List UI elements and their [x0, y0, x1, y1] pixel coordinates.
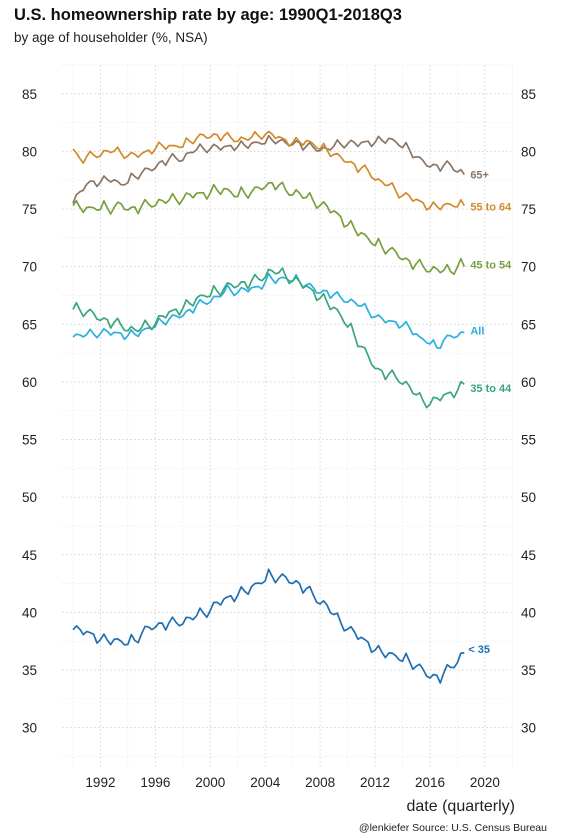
y-tick-label-right: 70	[521, 260, 536, 275]
series-end-labels: 65+ 55 to 64 45 to 54 All 35 to 44 < 35	[468, 169, 512, 655]
x-tick-label: 2004	[250, 775, 281, 790]
series-line-35	[72, 568, 465, 684]
y-tick-label-left: 75	[22, 202, 37, 217]
y-tick-label-right: 60	[521, 375, 536, 390]
x-tick-label: 1992	[85, 775, 115, 790]
y-tick-label-right: 85	[521, 87, 536, 102]
series-line-65	[72, 134, 465, 204]
series-label-35: < 35	[468, 644, 490, 656]
series-label-35-to-44: 35 to 44	[470, 383, 512, 395]
y-tick-label-left: 30	[22, 721, 37, 736]
chart-title: U.S. homeownership rate by age: 1990Q1-2…	[14, 6, 402, 24]
y-tick-label-right: 65	[521, 317, 536, 332]
y-tick-label-left: 60	[22, 375, 37, 390]
series-line-45-to-54	[72, 181, 466, 276]
y-tick-label-right: 30	[521, 721, 536, 736]
y-tick-label-right: 35	[521, 663, 536, 678]
series-label-all: All	[470, 325, 484, 337]
x-tick-label: 2012	[360, 775, 390, 790]
series-label-45-to-54: 45 to 54	[470, 260, 512, 272]
y-tick-label-right: 40	[521, 605, 536, 620]
y-tick-label-left: 55	[22, 433, 37, 448]
y-tick-label-left: 35	[22, 663, 37, 678]
y-tick-label-left: 85	[22, 87, 37, 102]
y-axis-left: 30 35 40 45 50 55 60 65 70 75 80 85	[22, 87, 37, 736]
major-gridlines	[62, 65, 511, 768]
y-tick-label-right: 75	[521, 202, 536, 217]
series-label-65: 65+	[470, 169, 489, 181]
y-tick-label-left: 40	[22, 605, 37, 620]
y-tick-label-left: 70	[22, 260, 37, 275]
series-line-all	[72, 272, 465, 350]
y-tick-label-right: 50	[521, 490, 536, 505]
y-tick-label-right: 55	[521, 433, 536, 448]
x-axis: 1992 1996 2000 2004 2008 2012 2016 2020	[85, 775, 500, 790]
y-tick-label-right: 80	[521, 144, 536, 159]
series-line-55-to-64	[72, 130, 466, 211]
series-lines	[72, 130, 466, 684]
source-caption: @lenkiefer Source: U.S. Census Bureau	[358, 822, 547, 834]
y-axis-right: 30 35 40 45 50 55 60 65 70 75 80 85	[521, 87, 536, 736]
x-tick-label: 1996	[140, 775, 170, 790]
x-axis-title: date (quarterly)	[407, 798, 516, 815]
x-tick-label: 2016	[415, 775, 445, 790]
series-label-55-to-64: 55 to 64	[470, 202, 512, 214]
y-tick-label-right: 45	[521, 548, 536, 563]
y-tick-label-left: 65	[22, 317, 37, 332]
y-tick-label-left: 80	[22, 144, 37, 159]
x-tick-label: 2020	[470, 775, 500, 790]
y-tick-label-left: 50	[22, 490, 37, 505]
minor-gridlines	[62, 64, 513, 768]
chart-subtitle: by age of householder (%, NSA)	[14, 30, 208, 45]
y-tick-label-left: 45	[22, 548, 37, 563]
x-tick-label: 2008	[305, 775, 335, 790]
x-tick-label: 2000	[195, 775, 225, 790]
series-line-35-to-44	[72, 267, 465, 409]
